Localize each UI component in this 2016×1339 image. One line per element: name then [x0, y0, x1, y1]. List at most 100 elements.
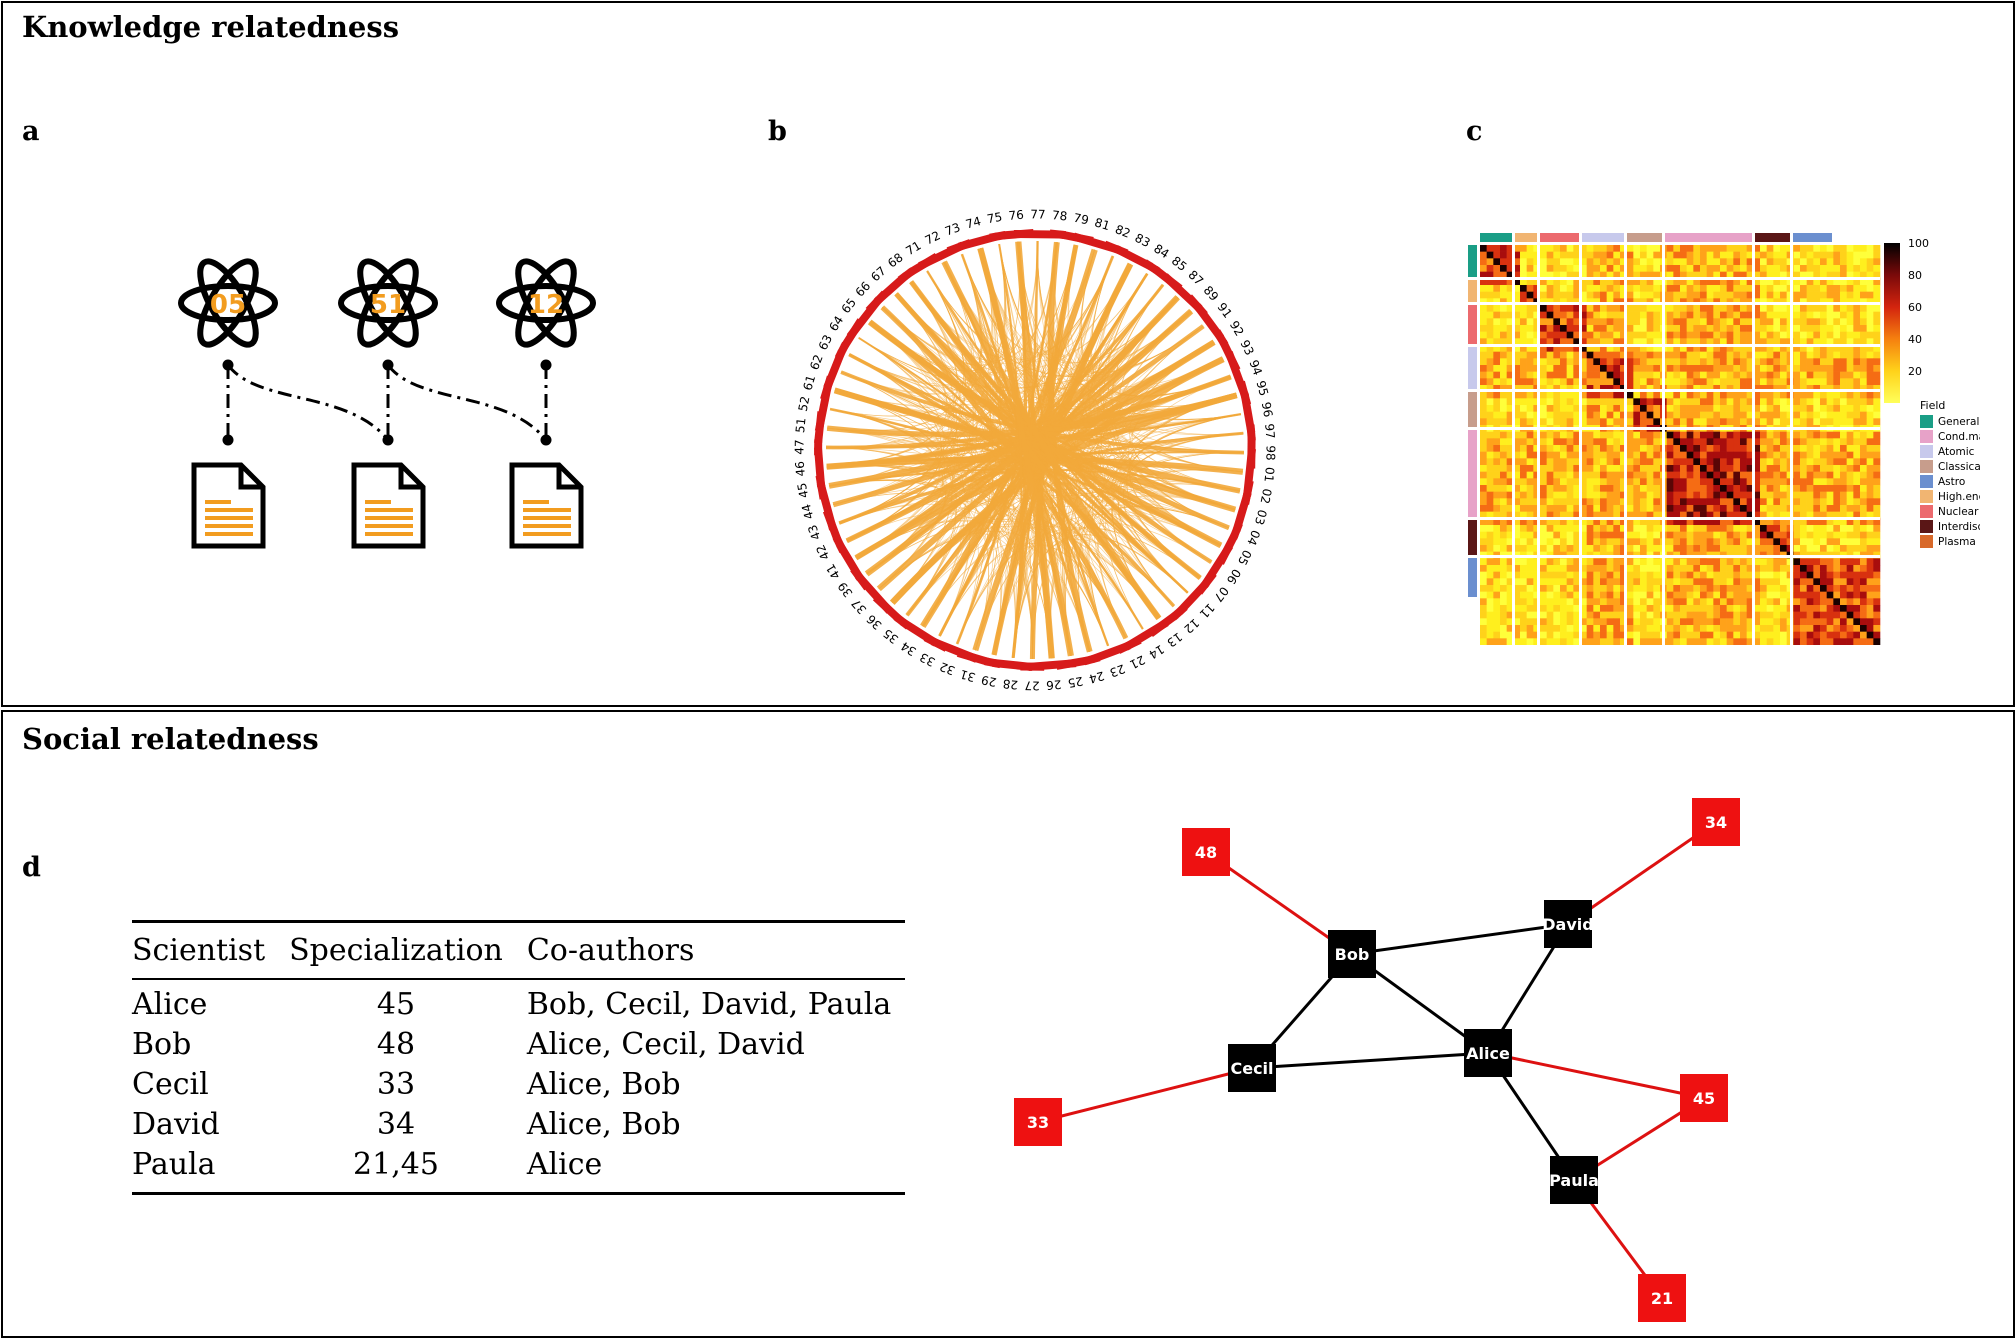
heatmap-cell	[1580, 298, 1587, 306]
heatmap-cell	[1620, 485, 1627, 492]
chord-label: 42	[813, 542, 832, 562]
heatmap-cell	[1626, 265, 1634, 272]
heatmap-cell	[1506, 618, 1514, 626]
heatmap-cell	[1600, 618, 1607, 626]
heatmap-cell	[1766, 485, 1774, 492]
heatmap-cell	[1526, 258, 1534, 266]
heatmap-cell	[1740, 631, 1747, 639]
heatmap-cell	[1586, 345, 1594, 352]
heatmap-cell	[1486, 265, 1494, 272]
heatmap-cell	[1806, 545, 1814, 552]
heatmap-cell	[1666, 491, 1674, 499]
heatmap-cell	[1840, 398, 1847, 406]
heatmap-cell	[1606, 258, 1614, 266]
heatmap-cell	[1793, 338, 1801, 346]
heatmap-cell	[1840, 431, 1847, 439]
heatmap-cell	[1760, 578, 1767, 586]
field-band	[1515, 233, 1537, 242]
heatmap-cell	[1873, 565, 1881, 572]
legend-swatch	[1920, 475, 1933, 488]
heatmap-cell	[1486, 471, 1494, 479]
heatmap-cell	[1540, 285, 1547, 292]
heatmap-cell	[1600, 278, 1607, 286]
heatmap-cell	[1800, 305, 1807, 312]
heatmap-cell	[1793, 405, 1801, 412]
heatmap-cell	[1540, 305, 1547, 312]
chord-label: 81	[1093, 215, 1112, 233]
heatmap-cell	[1673, 631, 1681, 639]
heatmap-cell	[1860, 311, 1867, 319]
heatmap-cell	[1713, 365, 1721, 372]
heatmap-cell	[1640, 618, 1647, 626]
chord-label: 33	[917, 650, 937, 669]
heatmap-cell	[1693, 378, 1701, 386]
heatmap-cell	[1713, 458, 1721, 466]
heatmap-cell	[1833, 505, 1841, 512]
heatmap-cell	[1720, 478, 1727, 486]
heatmap-cell	[1826, 605, 1834, 612]
heatmap-cell	[1733, 491, 1741, 499]
heatmap-cell	[1586, 638, 1594, 645]
heatmap-cell	[1626, 465, 1634, 472]
heatmap-cell	[1753, 531, 1761, 539]
heatmap-cell	[1800, 378, 1807, 386]
heatmap-cell	[1720, 278, 1727, 286]
heatmap-cell	[1706, 371, 1714, 379]
heatmap-cell	[1680, 611, 1687, 619]
heatmap-cell	[1813, 345, 1821, 352]
heatmap-cell	[1486, 571, 1494, 579]
heatmap-cell	[1866, 505, 1874, 512]
heatmap-cell	[1773, 418, 1781, 426]
heatmap-cell	[1620, 611, 1627, 619]
heatmap-cell	[1813, 405, 1821, 412]
heatmap-cell	[1640, 571, 1647, 579]
heatmap-cell	[1566, 591, 1574, 599]
heatmap-cell	[1800, 491, 1807, 499]
heatmap-cell	[1626, 331, 1634, 339]
heatmap-cell	[1613, 465, 1621, 472]
heatmap-cell	[1653, 278, 1661, 286]
field-node	[1692, 798, 1740, 846]
heatmap-cell	[1740, 571, 1747, 579]
heatmap-cell	[1566, 291, 1574, 299]
heatmap-cell	[1573, 298, 1581, 306]
heatmap-cell	[1826, 571, 1834, 579]
heatmap-cell	[1500, 371, 1507, 379]
heatmap-cell	[1566, 631, 1574, 639]
heatmap-cell	[1653, 385, 1661, 392]
heatmap-cell	[1666, 578, 1674, 586]
heatmap-cell	[1566, 478, 1574, 486]
heatmap-cell	[1526, 465, 1534, 472]
heatmap-cell	[1766, 498, 1774, 506]
heatmap-cell	[1506, 458, 1514, 466]
heatmap-cell	[1793, 398, 1801, 406]
heatmap-cell	[1853, 431, 1861, 439]
heatmap-cell	[1753, 638, 1761, 645]
heatmap-cell	[1740, 618, 1747, 626]
heatmap-cell	[1633, 618, 1641, 626]
heatmap-cell	[1726, 565, 1734, 572]
heatmap-cell	[1746, 565, 1754, 572]
heatmap-cell	[1800, 365, 1807, 372]
heatmap-cell	[1606, 545, 1614, 552]
heatmap-cell	[1500, 578, 1507, 586]
heatmap-cell	[1713, 311, 1721, 319]
heatmap-cell	[1793, 578, 1801, 586]
heatmap-cell	[1693, 305, 1701, 312]
header-specialization: Specialization	[279, 920, 527, 980]
heatmap-cell	[1606, 245, 1614, 252]
heatmap-cell	[1720, 485, 1727, 492]
heatmap-cell	[1840, 498, 1847, 506]
heatmap-cell	[1873, 285, 1881, 292]
heatmap-cell	[1780, 311, 1787, 319]
heatmap-cell	[1760, 345, 1767, 352]
heatmap-cell	[1813, 371, 1821, 379]
heatmap-cell	[1753, 558, 1761, 566]
heatmap-cell	[1873, 351, 1881, 359]
chord-label: 36	[864, 612, 885, 633]
heatmap-cell	[1486, 405, 1494, 412]
heatmap-cell	[1560, 591, 1567, 599]
heatmap-cell	[1700, 251, 1707, 259]
heatmap-cell	[1793, 491, 1801, 499]
heatmap-cell	[1546, 431, 1554, 439]
